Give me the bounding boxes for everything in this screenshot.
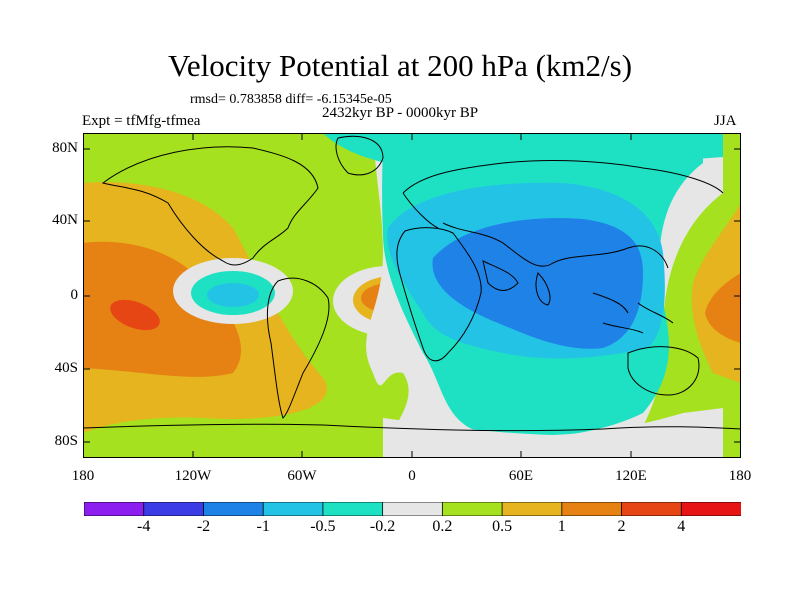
y-tick-label: 0 [70,287,79,303]
colorbar-label: -4 [137,518,151,535]
colorbar-swatch [143,502,205,516]
y-tick-label: 80N [52,140,78,156]
x-tick-marks [192,133,632,458]
stats-line: rmsd= 0.783858 diff= -6.15345e-05 [190,92,392,107]
colorbar-label: 4 [677,518,686,535]
colorbar-swatch [501,502,563,516]
x-tick-label: 60W [287,468,317,484]
band-neutral-southern [383,408,723,458]
colorbar-swatch [441,502,503,516]
band-pos-0-2-atlantic-n [273,208,383,278]
band-pos-1-west-pacific [705,273,741,343]
y-tick-label: 40N [52,212,78,228]
colorbar-label: 1 [557,518,566,535]
x-tick-label: 180 [728,468,752,484]
band-neg-1-main [432,218,643,349]
colorbar-swatch [621,502,683,516]
season-label: JJA [714,113,737,129]
colorbar-label: 2 [617,518,626,535]
colorbar-swatch [84,502,145,516]
y-tick-label: 40S [54,360,78,376]
colorbar-label: -1 [256,518,270,535]
x-tick-label: 0 [408,468,416,484]
x-tick-label: 60E [508,468,534,484]
band-pos-1-pacific [83,241,242,377]
contour-fill [83,133,741,458]
colorbar-label: -2 [196,518,211,535]
band-pos-2-pacific [110,299,160,331]
colorbar-swatch [322,502,384,516]
colorbar [84,502,741,516]
colorbar-swatch [203,502,265,516]
colorbar-label: 0.2 [432,518,453,535]
page-title: Velocity Potential at 200 hPa (km2/s) [167,48,633,83]
band-neg-0-2-arctic [323,133,723,172]
y-tick-marks [83,148,741,443]
velocity-potential-map [83,133,741,458]
band-neg-0-5-east-pacific [207,283,259,307]
y-tick-label: 80S [54,433,78,449]
x-tick-label: 120W [174,468,212,484]
colorbar-label: 0.5 [492,518,513,535]
colorbar-swatch [561,502,623,516]
colorbar-label: -0.5 [310,518,336,535]
x-tick-label: 120E [615,468,647,484]
colorbar-swatch [382,502,444,516]
coastlines [83,135,741,432]
experiment-label: Expt = tfMfg-tfmea [82,113,201,129]
colorbar-label: -0.2 [369,518,396,535]
x-tick-label: 180 [71,468,95,484]
colorbar-swatch [262,502,324,516]
period-label: 2432kyr BP - 0000kyr BP [321,105,479,121]
colorbar-swatch [680,502,741,516]
